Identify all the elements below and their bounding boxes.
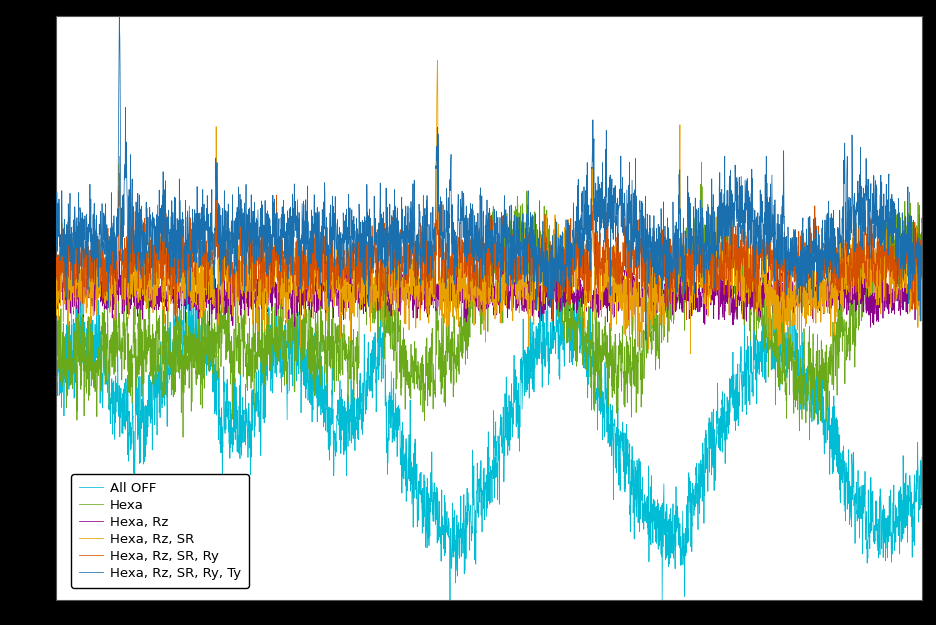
Hexa xyxy=(462,323,474,331)
Hexa, Rz, SR xyxy=(890,274,901,281)
Hexa, Rz, SR, Ry, Ty xyxy=(890,258,901,266)
Hexa, Rz xyxy=(462,311,474,318)
Hexa xyxy=(680,281,691,289)
Hexa, Rz, SR xyxy=(685,350,696,358)
Hexa, Rz xyxy=(865,324,876,331)
Line: Hexa, Rz, SR, Ry, Ty: Hexa, Rz, SR, Ry, Ty xyxy=(56,9,922,340)
Hexa, Rz, SR, Ry xyxy=(916,256,928,263)
All OFF xyxy=(421,544,432,552)
Hexa, Rz xyxy=(51,269,62,276)
Hexa, Rz, SR, Ry, Ty xyxy=(680,286,691,293)
Hexa, Rz, SR xyxy=(415,297,426,304)
Line: Hexa, Rz, SR, Ry: Hexa, Rz, SR, Ry xyxy=(56,173,922,322)
Hexa, Rz, SR, Ry, Ty xyxy=(114,5,125,12)
Line: Hexa, Rz: Hexa, Rz xyxy=(56,251,922,328)
All OFF xyxy=(847,496,858,504)
Hexa, Rz, SR, Ry xyxy=(114,169,125,177)
Hexa xyxy=(847,299,858,306)
Hexa, Rz, SR xyxy=(462,264,474,272)
Hexa, Rz, SR, Ry, Ty xyxy=(415,261,426,269)
Hexa, Rz, SR, Ry xyxy=(421,258,432,266)
Hexa, Rz, SR, Ry xyxy=(170,318,182,326)
Hexa, Rz, SR xyxy=(421,257,432,264)
Hexa, Rz xyxy=(113,248,124,255)
Hexa, Rz xyxy=(890,289,901,296)
Hexa xyxy=(415,362,426,369)
All OFF xyxy=(445,621,456,625)
Hexa, Rz, SR, Ry xyxy=(890,262,901,270)
Hexa, Rz, SR, Ry xyxy=(847,260,858,268)
All OFF xyxy=(916,454,928,461)
Hexa, Rz, SR, Ry xyxy=(680,278,691,285)
Hexa xyxy=(178,434,189,441)
Hexa, Rz, SR, Ry, Ty xyxy=(916,256,928,264)
Line: All OFF: All OFF xyxy=(56,265,922,624)
Hexa, Rz, SR xyxy=(916,269,928,276)
Hexa, Rz, SR xyxy=(680,271,691,278)
All OFF xyxy=(890,539,901,546)
Line: Hexa: Hexa xyxy=(56,162,922,437)
All OFF xyxy=(462,489,474,496)
Hexa, Rz xyxy=(415,290,426,298)
Hexa xyxy=(421,357,432,364)
Hexa, Rz xyxy=(680,296,691,304)
Hexa, Rz xyxy=(421,296,432,304)
All OFF xyxy=(51,394,62,401)
All OFF xyxy=(415,470,426,478)
Hexa, Rz, SR, Ry, Ty xyxy=(847,195,858,202)
Hexa xyxy=(51,355,62,362)
Hexa, Rz xyxy=(847,300,858,308)
Hexa xyxy=(890,206,901,214)
Hexa, Rz, SR, Ry, Ty xyxy=(640,336,651,344)
Hexa, Rz, SR xyxy=(431,56,443,64)
Hexa, Rz, SR xyxy=(847,240,858,248)
Hexa, Rz, SR, Ry xyxy=(462,242,474,249)
Hexa, Rz, SR, Ry, Ty xyxy=(51,242,62,249)
Hexa xyxy=(916,219,928,226)
Hexa, Rz, SR, Ry xyxy=(51,261,62,269)
Hexa xyxy=(696,159,708,166)
Line: Hexa, Rz, SR: Hexa, Rz, SR xyxy=(56,60,922,354)
Hexa, Rz, SR, Ry xyxy=(415,220,426,228)
Legend: All OFF, Hexa, Hexa, Rz, Hexa, Rz, SR, Hexa, Rz, SR, Ry, Hexa, Rz, SR, Ry, Ty: All OFF, Hexa, Hexa, Rz, Hexa, Rz, SR, H… xyxy=(71,474,249,588)
Hexa, Rz, SR, Ry, Ty xyxy=(462,239,474,246)
Hexa, Rz, SR xyxy=(51,265,62,272)
All OFF xyxy=(680,524,691,532)
Hexa, Rz xyxy=(916,291,928,299)
All OFF xyxy=(85,261,96,269)
Hexa, Rz, SR, Ry, Ty xyxy=(421,192,432,199)
